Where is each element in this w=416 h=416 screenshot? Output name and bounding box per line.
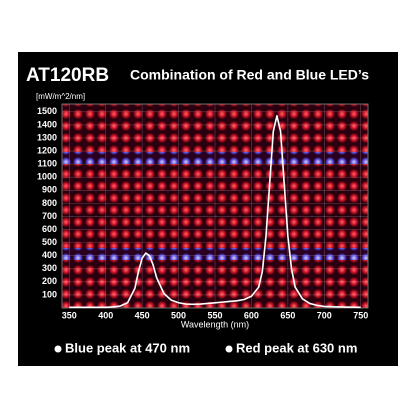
y-tick-label: 1400 bbox=[37, 119, 57, 129]
x-tick-label: 500 bbox=[171, 310, 186, 320]
y-tick-label: 400 bbox=[42, 250, 57, 260]
y-tick-label: 300 bbox=[42, 263, 57, 273]
y-axis-label: [mW/m^2/nm] bbox=[36, 92, 85, 101]
led-photo-blue bbox=[62, 248, 368, 260]
y-tick-label: 1100 bbox=[37, 159, 57, 169]
y-tick-label: 700 bbox=[42, 211, 57, 221]
x-tick-label: 750 bbox=[353, 310, 368, 320]
x-tick-label: 450 bbox=[135, 310, 150, 320]
x-axis-label: Wavelength (nm) bbox=[181, 319, 249, 329]
led-photo-blue bbox=[62, 152, 368, 164]
bullet bbox=[54, 345, 62, 353]
x-tick-label: 550 bbox=[207, 310, 222, 320]
led-photo bbox=[62, 104, 368, 308]
annotation: Blue peak at 470 nm bbox=[65, 340, 190, 355]
chart-subtitle: Combination of Red and Blue LED’s bbox=[130, 67, 369, 83]
annotation: Red peak at 630 nm bbox=[236, 340, 357, 355]
series-line bbox=[69, 114, 361, 309]
x-tick-label: 350 bbox=[62, 310, 77, 320]
y-tick-label: 900 bbox=[42, 185, 57, 195]
x-tick-label: 700 bbox=[317, 310, 332, 320]
y-tick-label: 1000 bbox=[37, 172, 57, 182]
y-tick-label: 100 bbox=[42, 289, 57, 299]
x-tick-label: 650 bbox=[280, 310, 295, 320]
x-tick-label: 400 bbox=[98, 310, 113, 320]
y-tick-label: 500 bbox=[42, 237, 57, 247]
y-tick-label: 200 bbox=[42, 276, 57, 286]
bullet bbox=[225, 345, 233, 353]
x-tick-label: 600 bbox=[244, 310, 259, 320]
y-tick-label: 600 bbox=[42, 224, 57, 234]
plot-frame bbox=[61, 103, 369, 309]
y-tick-label: 1500 bbox=[37, 106, 57, 116]
chart-title: AT120RB bbox=[26, 65, 109, 86]
y-tick-label: 800 bbox=[42, 198, 57, 208]
y-tick-label: 1300 bbox=[37, 132, 57, 142]
y-tick-label: 1200 bbox=[37, 145, 57, 155]
